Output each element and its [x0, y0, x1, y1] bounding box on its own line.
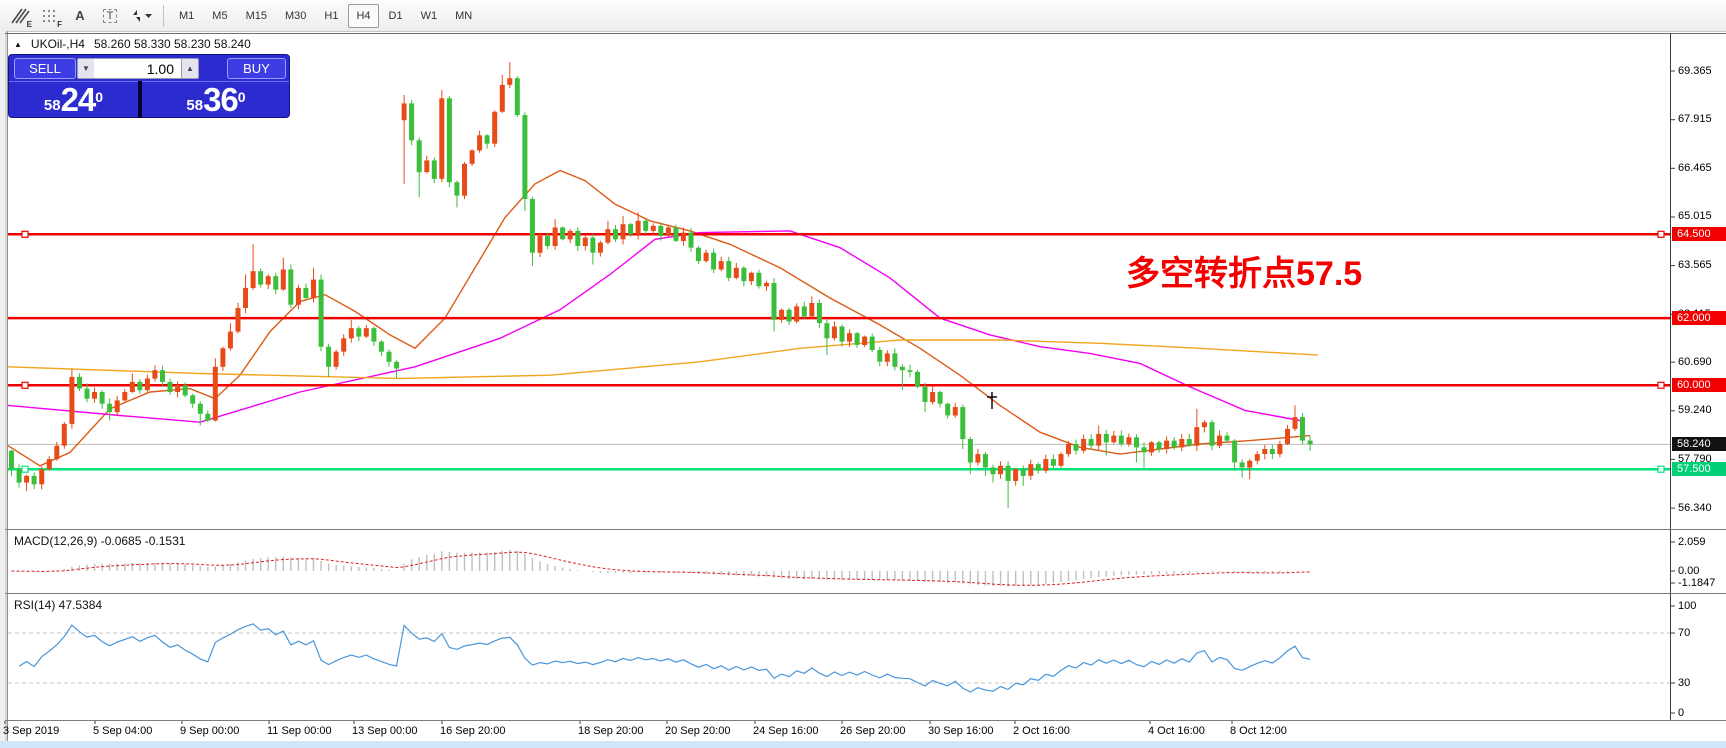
- macd-scale-label: 2.059: [1678, 535, 1706, 548]
- price-badge-64.500: 64.500: [1672, 227, 1726, 242]
- symbol-period-label: UKOil-,H4: [30, 37, 85, 51]
- price-tick-label: 60.690: [1678, 355, 1712, 368]
- time-axis-label: 18 Sep 20:00: [578, 725, 644, 737]
- price-tick-label: 67.915: [1678, 113, 1712, 126]
- macd-scale-label: 0.00: [1678, 564, 1700, 577]
- time-axis-label: 16 Sep 20:00: [440, 725, 506, 737]
- arrange-tool-button[interactable]: [126, 3, 154, 29]
- trade-panel-divider: [138, 81, 142, 118]
- time-axis-label: 2 Oct 16:00: [1013, 725, 1070, 737]
- tab-timeframe-H1[interactable]: H1: [324, 9, 339, 22]
- rsi-scale-label: 70: [1678, 626, 1691, 639]
- time-axis-label: 13 Sep 00:00: [352, 725, 418, 737]
- time-axis-label: 3 Sep 2019: [3, 725, 60, 737]
- sell-price-big: 24: [60, 81, 97, 118]
- buy-price-small: 58: [186, 97, 204, 114]
- tab-timeframe-W1[interactable]: W1: [420, 9, 438, 22]
- price-tick-label: 59.240: [1678, 404, 1712, 417]
- sell-price-sup: 0: [95, 89, 104, 105]
- top-toolbar: E F A T M1 M5 M15 M30 H1 H4: [0, 0, 1726, 32]
- rsi-scale-label: 30: [1678, 676, 1691, 689]
- crosshair-cursor: [987, 392, 997, 409]
- volume-increase-button[interactable]: ▲: [181, 58, 199, 79]
- grid-tool-button[interactable]: F: [36, 3, 64, 29]
- rsi-label: RSI(14) 47.5384: [14, 598, 103, 612]
- price-tick-label: 65.015: [1678, 210, 1712, 223]
- tab-timeframe-MN[interactable]: MN: [455, 9, 473, 22]
- time-axis-label: 26 Sep 20:00: [840, 725, 906, 737]
- rsi-scale-label: 0: [1678, 706, 1685, 719]
- tab-timeframe-H4[interactable]: H4: [348, 3, 379, 28]
- macd-signal-line: [11, 551, 1311, 586]
- sell-price-small: 58: [43, 97, 61, 114]
- hatch-tool-letter: E: [26, 19, 32, 29]
- trade-panel-top-row: SELL ▼ ▲ BUY: [9, 55, 289, 82]
- price-badge-57.500: 57.500: [1672, 462, 1726, 477]
- ma-mid-line: [7, 230, 1301, 423]
- buy-price-big: 36: [203, 81, 239, 118]
- grid-icon: [43, 9, 55, 22]
- time-axis-label: 20 Sep 20:00: [665, 725, 731, 737]
- macd-label: MACD(12,26,9) -0.0685 -0.1531: [14, 534, 186, 548]
- grid-tool-letter: F: [57, 19, 62, 29]
- tab-timeframe-M1[interactable]: M1: [179, 9, 195, 22]
- time-axis-label: 30 Sep 16:00: [928, 725, 994, 737]
- ma-slow-line: [7, 339, 1319, 380]
- chart-title: ▲ UKOil-,H4 58.260 58.330 58.230 58.240: [14, 37, 251, 51]
- volume-input[interactable]: [94, 58, 182, 79]
- price-badge-60.000: 60.000: [1672, 378, 1726, 393]
- window-left-border: [0, 31, 8, 741]
- time-axis-label: 11 Sep 00:00: [267, 725, 332, 737]
- sell-button[interactable]: SELL: [14, 58, 76, 79]
- letter-a-label: A: [75, 8, 85, 23]
- price-tick-label: 57.790: [1678, 452, 1712, 465]
- bottom-status-strip: [0, 741, 1726, 748]
- timeframe-row: M1 M5 M15 M30 H1 H4 D1 W1 MN: [170, 3, 481, 28]
- price-tick-label: 56.340: [1678, 501, 1712, 514]
- volume-decrease-button[interactable]: ▼: [77, 58, 95, 79]
- price-badge-58.240: 58.240: [1672, 437, 1726, 452]
- sort-arrows-icon: [133, 9, 152, 22]
- tab-timeframe-M15[interactable]: M15: [245, 9, 267, 22]
- text-tool-label: T: [102, 8, 118, 23]
- buy-price-sup: 0: [237, 89, 246, 105]
- ohlc-values: 58.260 58.330 58.230 58.240: [93, 37, 251, 51]
- sell-price[interactable]: 58 24 0: [9, 81, 138, 118]
- price-tick-label: 66.465: [1678, 161, 1712, 174]
- time-axis-label: 24 Sep 16:00: [753, 725, 819, 737]
- macd-scale-label: -1.1847: [1678, 576, 1716, 589]
- chinese-annotation: 多空转折点57.5: [1126, 255, 1363, 293]
- tab-timeframe-M30[interactable]: M30: [284, 9, 307, 22]
- buy-price[interactable]: 58 36 0: [142, 81, 290, 118]
- rsi-line: [18, 623, 1311, 693]
- toolbar-separator: [163, 4, 164, 27]
- rsi-scale-label: 100: [1678, 599, 1697, 612]
- hatch-icon: [11, 8, 30, 23]
- one-click-trading-panel: SELL ▼ ▲ BUY 58 24 0 58 36 0: [8, 54, 290, 118]
- price-badge-62.000: 62.000: [1672, 311, 1726, 326]
- letter-a-tool-button[interactable]: A: [66, 3, 94, 29]
- time-axis-label: 4 Oct 16:00: [1148, 725, 1205, 737]
- time-axis-label: 9 Sep 00:00: [180, 725, 240, 737]
- collapse-arrow-icon[interactable]: ▲: [14, 39, 22, 49]
- buy-button[interactable]: BUY: [227, 58, 286, 79]
- price-tick-label: 63.565: [1678, 259, 1712, 272]
- text-tool-button[interactable]: T: [96, 3, 124, 29]
- tab-timeframe-D1[interactable]: D1: [388, 9, 403, 22]
- time-axis-label: 8 Oct 12:00: [1230, 725, 1287, 737]
- hatch-tool-button[interactable]: E: [6, 3, 34, 29]
- tab-timeframe-M5[interactable]: M5: [212, 9, 228, 22]
- time-axis-label: 5 Sep 04:00: [93, 725, 153, 737]
- price-tick-label: 69.365: [1678, 64, 1712, 77]
